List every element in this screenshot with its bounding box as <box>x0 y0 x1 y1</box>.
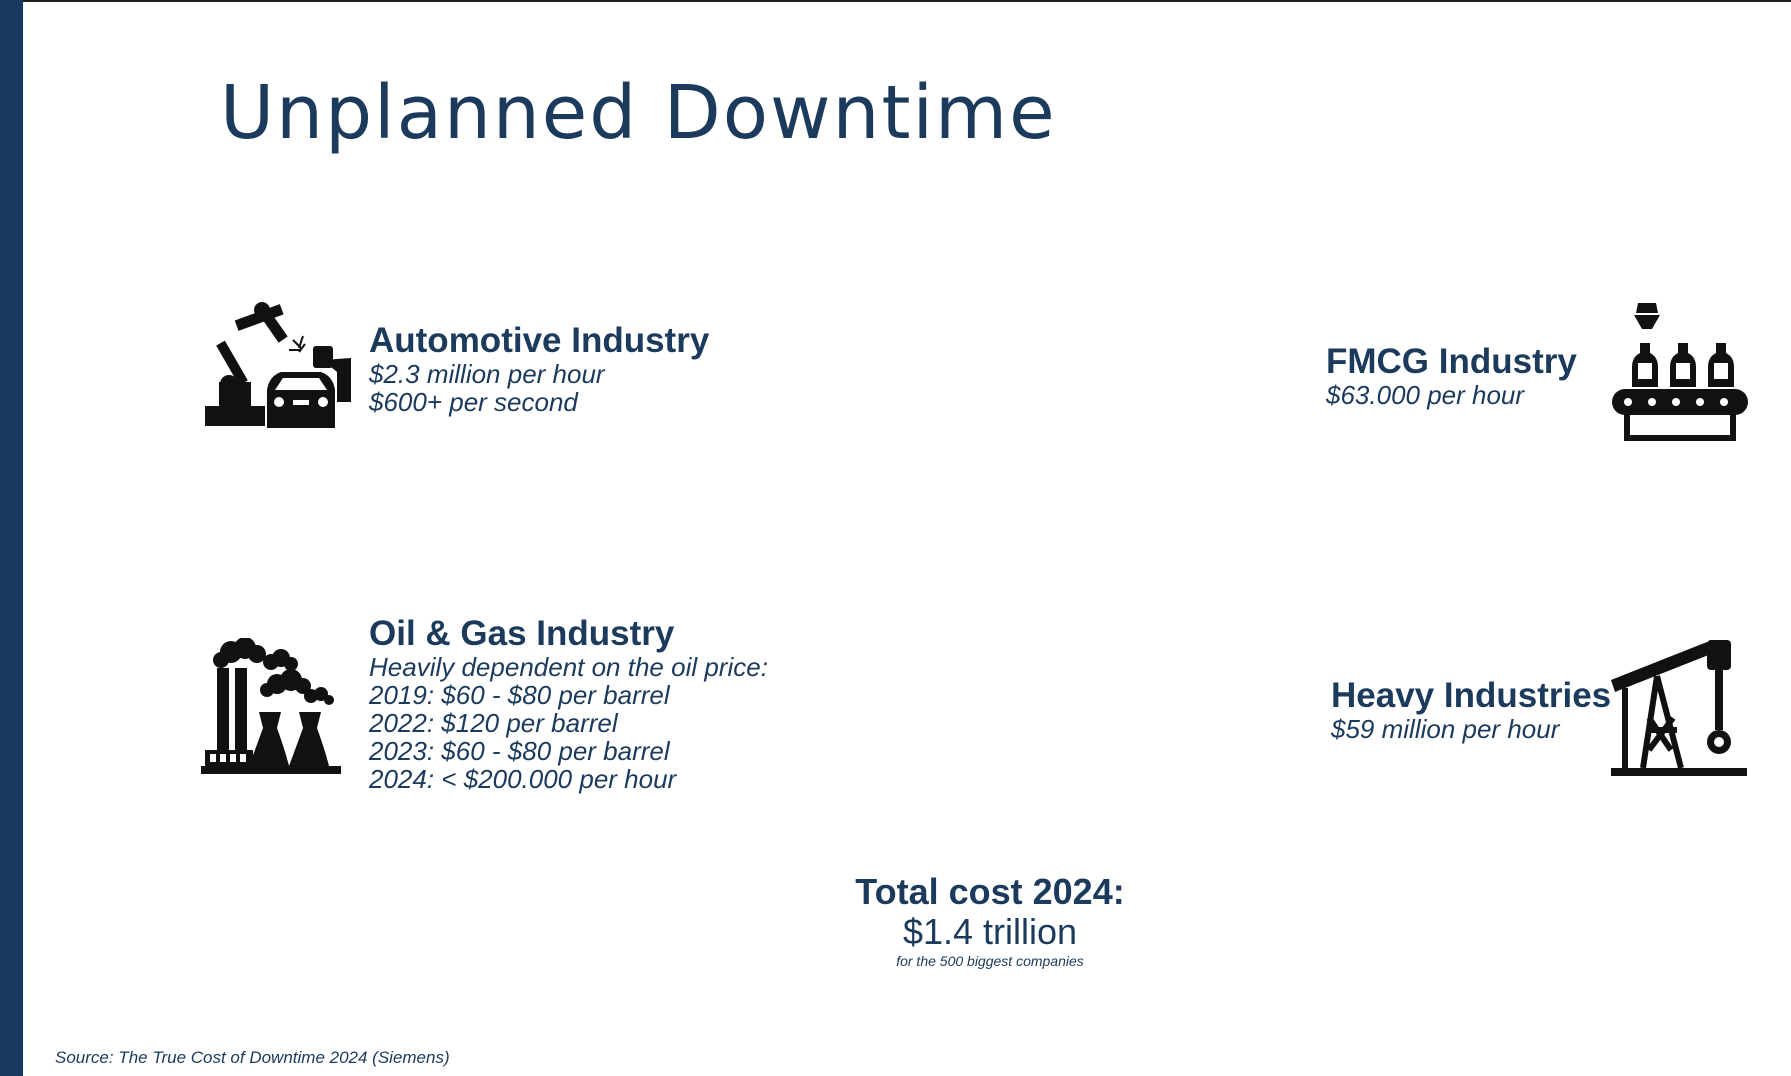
top-border <box>0 0 1791 2</box>
fmcg-line-1: $63.000 per hour <box>1326 380 1525 410</box>
oilgas-line-1: Heavily dependent on the oil price: <box>369 652 768 682</box>
oil-pump-jack-icon <box>1611 640 1747 776</box>
factory-smokestack-icon <box>201 638 341 774</box>
automotive-heading: Automotive Industry <box>369 321 710 360</box>
oilgas-block: Oil & Gas Industry Heavily dependent on … <box>369 614 768 794</box>
source-citation: Source: The True Cost of Downtime 2024 (… <box>55 1048 450 1067</box>
heavy-line-1: $59 million per hour <box>1331 714 1560 744</box>
automotive-line-2: $600+ per second <box>369 387 578 417</box>
oilgas-line-5: 2024: < $200.000 per hour <box>369 764 677 794</box>
accent-sidebar <box>0 0 23 1076</box>
page-title: Unplanned Downtime <box>220 70 1057 156</box>
automotive-block: Automotive Industry $2.3 million per hou… <box>369 321 710 417</box>
robot-arm-car-icon <box>205 302 351 428</box>
total-cost-note: for the 500 biggest companies <box>896 953 1084 969</box>
oilgas-heading: Oil & Gas Industry <box>369 614 675 653</box>
total-cost-value: $1.4 trillion <box>902 911 1078 952</box>
oilgas-line-2: 2019: $60 - $80 per barrel <box>369 680 670 710</box>
fmcg-heading: FMCG Industry <box>1326 342 1577 381</box>
total-cost-label: Total cost 2024: <box>855 871 1125 912</box>
automotive-line-1: $2.3 million per hour <box>369 359 605 389</box>
bottle-conveyor-icon <box>1612 303 1748 441</box>
total-cost-block: Total cost 2024: $1.4 trillion for the 5… <box>760 872 1220 970</box>
fmcg-block: FMCG Industry $63.000 per hour <box>1326 342 1577 410</box>
heavy-block: Heavy Industries $59 million per hour <box>1331 676 1612 744</box>
heavy-heading: Heavy Industries <box>1331 676 1612 715</box>
oilgas-line-4: 2023: $60 - $80 per barrel <box>369 736 670 766</box>
oilgas-line-3: 2022: $120 per barrel <box>369 708 618 738</box>
